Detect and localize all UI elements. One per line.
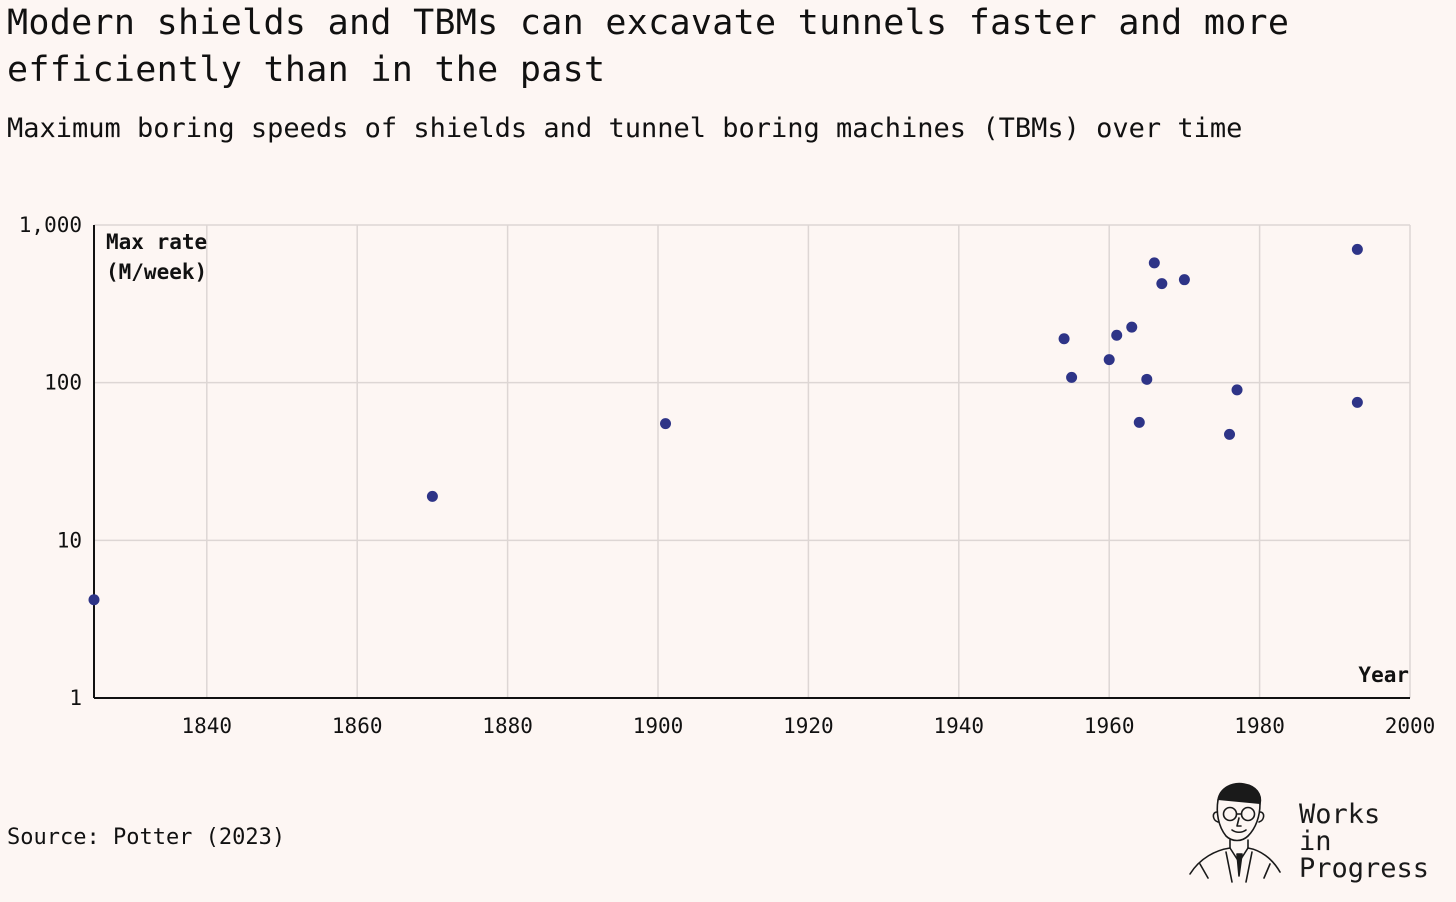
data-point [1231,384,1243,396]
y-tick-label: 1,000 [19,213,82,237]
data-point [1133,416,1145,428]
data-point [1058,333,1070,345]
data-point [88,594,100,606]
x-tick-label: 1900 [633,714,684,738]
brand-logo: Works in Progress [1186,778,1448,888]
data-point [1066,371,1078,383]
x-tick-label: 1940 [934,714,985,738]
x-axis-label: Year [1358,663,1409,687]
data-points [88,243,1363,606]
data-point [1224,428,1236,440]
x-tick-label: 1860 [332,714,383,738]
data-point [1111,329,1123,341]
x-tick-label: 1840 [182,714,233,738]
y-axis-label-unit: (M/week) [106,260,207,284]
data-point [1103,354,1115,366]
source-note: Source: Potter (2023) [7,825,286,850]
y-axis-label: Max rate [106,230,207,254]
x-tick-label: 1980 [1234,714,1285,738]
brand-line-2: in [1299,826,1332,857]
portrait-sketch-icon [1189,782,1281,883]
data-point [1141,373,1153,385]
data-point [1351,396,1363,408]
y-tick-label: 100 [44,371,82,395]
data-point [1148,257,1160,269]
axes [93,225,1410,699]
scatter-chart: 1840 1860 1880 1900 1920 1940 1960 1980 2000 1 10 1… [19,213,1436,738]
x-tick-label: 1920 [783,714,834,738]
chart-subtitle: Maximum boring speeds of shields and tun… [7,113,1243,144]
x-tick-label: 2000 [1385,714,1436,738]
brand-line-3: Progress [1299,853,1430,884]
grid [94,224,1411,698]
chart-title: Modern shields and TBMs can excavate tun… [7,3,1290,90]
data-point [1351,243,1363,255]
data-point [660,418,672,430]
brand-line-1: Works [1299,799,1381,830]
data-point [426,490,438,502]
y-tick-label: 10 [57,528,82,552]
data-point [1126,321,1138,333]
x-tick-label: 1960 [1084,714,1135,738]
x-tick-label: 1880 [482,714,533,738]
tick-labels: 1840 1860 1880 1900 1920 1940 1960 1980 2000 1 10 1… [19,213,1436,738]
data-point [1156,278,1168,290]
data-point [1178,274,1190,286]
brand-wordmark: Works in Progress [1299,801,1429,882]
y-tick-label: 1 [69,686,82,710]
